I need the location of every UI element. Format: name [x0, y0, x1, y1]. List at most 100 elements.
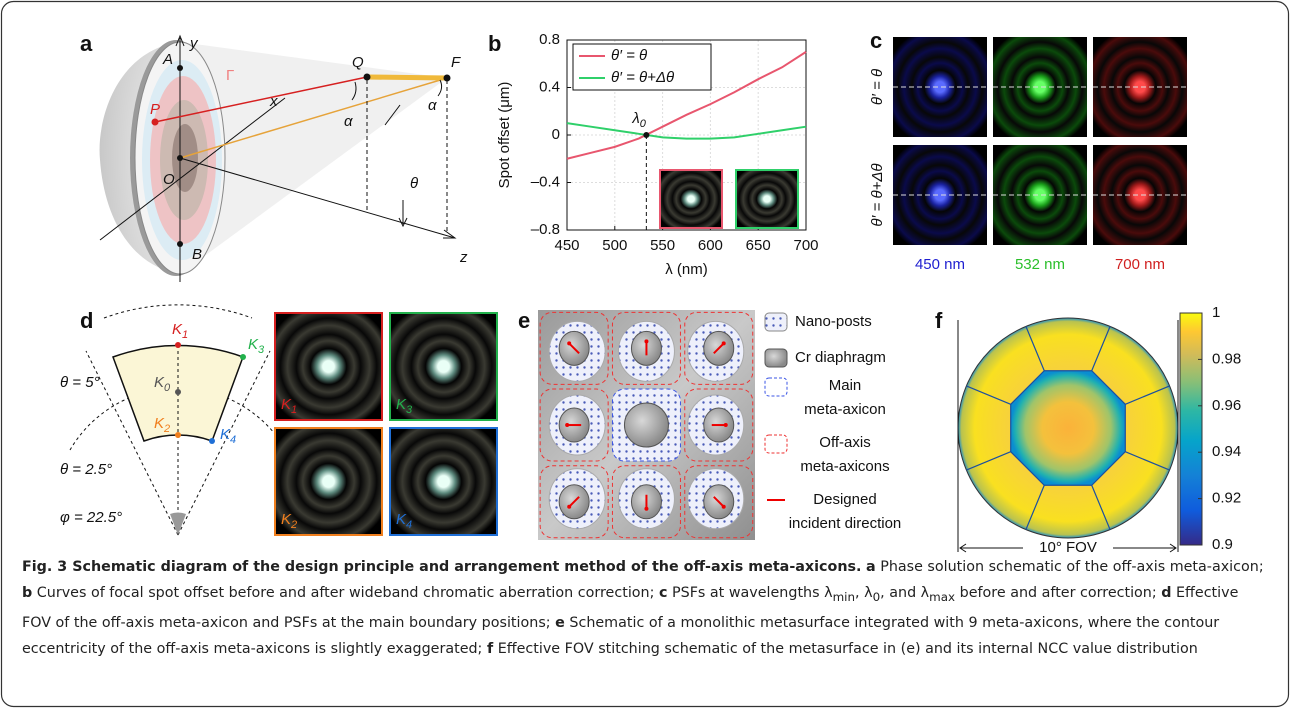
- diagram-label: θ: [410, 175, 418, 192]
- caption-label: e: [555, 615, 565, 631]
- diagram-label: z: [459, 249, 468, 266]
- caption-title: Fig. 3 Schematic diagram of the design p…: [22, 559, 861, 575]
- legend-label: Main: [829, 377, 862, 394]
- point-k3: [240, 354, 246, 360]
- angle-label: θ = 5°: [60, 374, 100, 391]
- point-label-sub: 0: [164, 382, 171, 394]
- colorbar-label: 0.9: [1212, 536, 1233, 553]
- colorbar-label: 0.96: [1212, 397, 1241, 414]
- main-fov: [1011, 371, 1126, 486]
- psf-image: [993, 37, 1087, 137]
- tile-label-sub: 3: [406, 404, 413, 416]
- col-label: 450 nm: [915, 256, 965, 273]
- legend-label: θ′ = θ: [611, 47, 647, 64]
- colorbar-label: 0.98: [1212, 350, 1241, 367]
- y-tick-label: 0.4: [539, 78, 560, 95]
- point-a: [177, 65, 183, 71]
- y-tick-label: 0: [552, 126, 560, 143]
- point-label-sub: 4: [230, 434, 236, 446]
- point-p: [152, 119, 159, 126]
- point-o: [177, 155, 183, 161]
- angle-label: θ = 2.5°: [60, 461, 112, 478]
- panel-label: a: [80, 31, 93, 56]
- panel-b: 450500550600650700–0.8–0.400.40.8λ0θ′ = …: [496, 31, 819, 278]
- point-label: K1: [172, 321, 188, 341]
- arrow-head: [567, 341, 571, 345]
- legend-swatch: [765, 313, 787, 331]
- point-k4: [209, 438, 215, 444]
- series-line: [567, 123, 806, 138]
- psf-image: [1093, 37, 1187, 137]
- panel-a: yAΓxPQFααOθzB: [100, 35, 468, 282]
- caption-sub: max: [929, 590, 955, 604]
- diagram-label: α: [344, 113, 353, 130]
- caption-text: before and after correction;: [955, 585, 1157, 601]
- annotation-point: [643, 132, 649, 138]
- diagram-label: Q: [352, 54, 364, 71]
- page: yAΓxPQFααOθzB 450500550600650700–0.8–0.4…: [0, 0, 1290, 708]
- caption-text: Effective FOV stitching schematic of the…: [498, 641, 1198, 657]
- colorbar-label: 0.92: [1212, 490, 1241, 507]
- point-q: [364, 74, 371, 81]
- diagram-label: Γ: [226, 67, 234, 84]
- tile-label-sub: 1: [291, 404, 297, 416]
- point-label: K3: [248, 336, 265, 356]
- psf-image: [893, 37, 987, 137]
- arrow-head: [722, 505, 726, 509]
- legend-label: Designed: [813, 491, 876, 508]
- colorbar-label: 1: [1212, 304, 1220, 321]
- point-k1: [175, 342, 181, 348]
- panel-label: b: [488, 31, 501, 56]
- legend-label: Cr diaphragm: [795, 349, 886, 366]
- caption: Fig. 3 Schematic diagram of the design p…: [22, 554, 1270, 662]
- panel-label: d: [80, 308, 93, 333]
- arrow-head: [644, 339, 648, 343]
- caption-text: , λ: [855, 585, 873, 601]
- y-tick-label: –0.8: [531, 221, 560, 238]
- tile-label-sub: 4: [406, 519, 412, 531]
- x-tick-label: 700: [793, 237, 818, 254]
- focal-segment: [367, 77, 447, 78]
- panel-label: f: [935, 308, 943, 333]
- annotation-label: λ0: [631, 110, 646, 130]
- inset-psf: [660, 170, 722, 228]
- arrow-head: [644, 507, 648, 511]
- diagram-label: α: [428, 97, 437, 114]
- caption-text: , and λ: [880, 585, 929, 601]
- diagram-label: A: [162, 51, 173, 68]
- diagram-label: O: [163, 171, 175, 188]
- x-axis-label: λ (nm): [665, 261, 708, 278]
- panel-c: θ′ = θθ′ = θ+Δθ450 nm532 nm700 nm: [869, 37, 1187, 273]
- colorbar: [1180, 313, 1202, 545]
- arrow-head: [722, 341, 726, 345]
- legend-label: θ′ = θ+Δθ: [611, 69, 674, 86]
- col-label: 700 nm: [1115, 256, 1165, 273]
- psf-image: [1093, 145, 1187, 245]
- y-axis-label: Spot offset (μm): [496, 82, 513, 189]
- row-label: θ′ = θ: [869, 69, 886, 105]
- diagram-label: x: [269, 93, 278, 110]
- arrow-head: [565, 423, 569, 427]
- legend-label: meta-axicons: [800, 458, 889, 475]
- point-b: [177, 241, 183, 247]
- panel-label: c: [870, 28, 882, 53]
- arrow-head: [567, 505, 571, 509]
- caption-label: c: [659, 585, 667, 601]
- x-tick-label: 550: [650, 237, 675, 254]
- legend-label: Nano-posts: [795, 313, 872, 330]
- caption-label: d: [1161, 585, 1171, 601]
- caption-text: Phase solution schematic of the off-axis…: [880, 559, 1263, 575]
- caption-text: Curves of focal spot offset before and a…: [37, 585, 655, 601]
- caption-sub: min: [833, 590, 855, 604]
- diagram-label: B: [192, 246, 202, 263]
- annotation-label-sub: 0: [640, 118, 647, 130]
- x-tick-label: 450: [554, 237, 579, 254]
- psf-image: [893, 145, 987, 245]
- legend-swatch: [765, 349, 787, 367]
- x-tick-label: 650: [746, 237, 771, 254]
- y-tick-label: –0.4: [531, 173, 560, 190]
- point-label-sub: 2: [163, 423, 170, 435]
- caption-label: f: [487, 641, 493, 657]
- y-tick-label: 0.8: [539, 31, 560, 48]
